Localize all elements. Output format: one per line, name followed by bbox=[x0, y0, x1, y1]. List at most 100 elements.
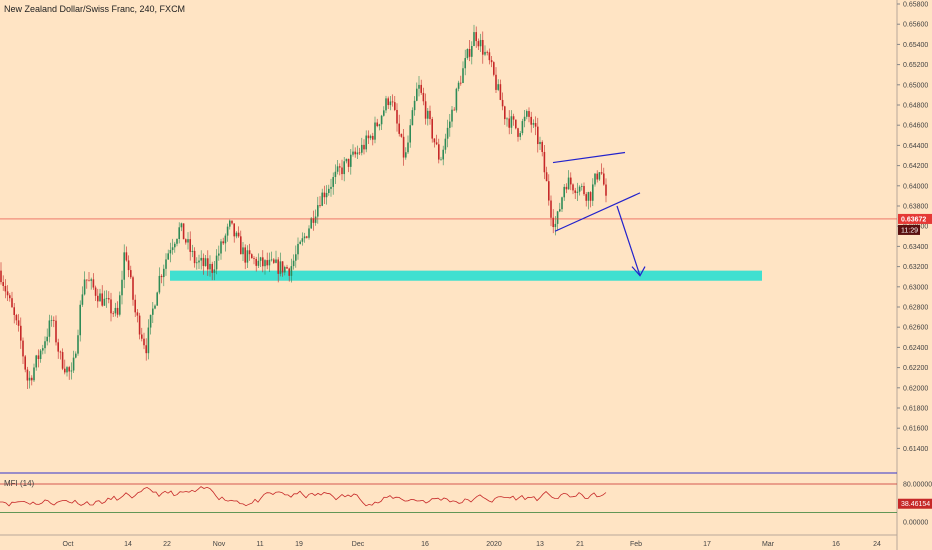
candle-body bbox=[284, 266, 286, 273]
candle-body bbox=[572, 184, 574, 191]
candle-body bbox=[420, 84, 422, 93]
time-axis-label: 19 bbox=[295, 541, 303, 548]
candle-body bbox=[246, 250, 249, 263]
candle-body bbox=[431, 119, 433, 139]
candle-body bbox=[13, 307, 15, 315]
candle-body bbox=[196, 262, 198, 264]
candle-body bbox=[464, 58, 466, 69]
candle-body bbox=[209, 263, 211, 270]
candle-body bbox=[552, 217, 554, 228]
price-axis-label: 0.64600 bbox=[903, 123, 928, 130]
candle-body bbox=[352, 151, 354, 155]
time-axis-label: Nov bbox=[213, 541, 226, 548]
candle-body bbox=[453, 109, 455, 111]
candle-body bbox=[277, 259, 279, 274]
candle-body bbox=[268, 259, 271, 266]
candle-body bbox=[191, 250, 194, 252]
candle-body bbox=[99, 293, 101, 302]
candle-body bbox=[149, 314, 152, 328]
time-axis-label: 13 bbox=[536, 541, 544, 548]
candle-body bbox=[387, 98, 389, 106]
candle-body bbox=[171, 247, 174, 251]
candle-body bbox=[237, 232, 240, 237]
candle-body bbox=[248, 250, 251, 255]
candle-body bbox=[262, 257, 264, 267]
candle-body bbox=[350, 154, 352, 167]
candle-body bbox=[499, 84, 502, 100]
time-axis-label: 24 bbox=[873, 541, 881, 548]
price-axis-label: 0.64800 bbox=[903, 103, 928, 110]
candle-body bbox=[114, 307, 117, 314]
candle-body bbox=[86, 279, 88, 281]
candle-body bbox=[523, 116, 526, 122]
time-axis-label: 22 bbox=[163, 541, 171, 548]
candle-body bbox=[108, 298, 110, 300]
candle-body bbox=[244, 247, 246, 263]
time-axis-label: Dec bbox=[352, 541, 365, 548]
candle-body bbox=[482, 39, 484, 55]
candle-body bbox=[479, 39, 482, 47]
candle-body bbox=[24, 356, 26, 370]
candle-body bbox=[242, 247, 244, 255]
candle-body bbox=[537, 126, 539, 145]
candle-body bbox=[600, 172, 603, 174]
candle-body bbox=[556, 211, 559, 224]
price-axis-label: 0.63200 bbox=[903, 264, 928, 271]
candle-body bbox=[451, 109, 453, 122]
candle-body bbox=[70, 370, 73, 372]
candle-body bbox=[110, 299, 112, 314]
candle-body bbox=[66, 367, 68, 373]
candle-body bbox=[356, 152, 359, 155]
candle-body bbox=[169, 250, 172, 254]
countdown-label: 11:29 bbox=[901, 227, 918, 234]
candle-body bbox=[37, 355, 40, 360]
candle-body bbox=[90, 279, 92, 281]
candle-body bbox=[270, 259, 273, 261]
candle-body bbox=[231, 220, 233, 224]
candle-body bbox=[334, 171, 337, 178]
time-axis-label: Mar bbox=[762, 541, 775, 548]
candle-body bbox=[11, 298, 13, 308]
candle-body bbox=[156, 292, 158, 306]
candle-body bbox=[545, 172, 548, 182]
price-axis-label: 0.61800 bbox=[903, 406, 928, 413]
candle-body bbox=[314, 216, 317, 223]
candle-body bbox=[528, 111, 530, 117]
candle-body bbox=[264, 260, 266, 267]
candle-body bbox=[383, 110, 385, 116]
candle-body bbox=[471, 46, 473, 57]
candle-body bbox=[321, 192, 323, 206]
candle-body bbox=[405, 152, 407, 158]
candle-body bbox=[468, 48, 471, 57]
candle-body bbox=[119, 295, 121, 315]
candle-body bbox=[486, 51, 488, 53]
candle-body bbox=[559, 209, 561, 212]
candle-body bbox=[130, 270, 132, 278]
candle-body bbox=[160, 275, 163, 278]
candle-body bbox=[488, 52, 491, 61]
candle-body bbox=[444, 138, 447, 150]
candle-body bbox=[343, 161, 345, 175]
time-axis-label: 16 bbox=[421, 541, 429, 548]
candle-body bbox=[605, 184, 607, 196]
forecast-arrow-head bbox=[631, 266, 646, 277]
candle-body bbox=[424, 101, 427, 119]
candle-body bbox=[400, 133, 403, 137]
price-axis-label: 0.63000 bbox=[903, 284, 928, 291]
candle-body bbox=[306, 236, 308, 238]
candle-body bbox=[603, 173, 605, 185]
candle-body bbox=[158, 275, 161, 293]
candle-body bbox=[48, 320, 51, 337]
candle-body bbox=[202, 257, 205, 267]
candle-body bbox=[121, 279, 123, 296]
candle-body bbox=[457, 82, 460, 89]
candle-body bbox=[587, 192, 590, 201]
candle-body bbox=[31, 377, 33, 381]
candle-body bbox=[28, 377, 31, 381]
price-axis-label: 0.65000 bbox=[903, 82, 928, 89]
candle-body bbox=[189, 239, 191, 252]
candle-body bbox=[501, 99, 504, 107]
candle-body bbox=[394, 102, 396, 110]
